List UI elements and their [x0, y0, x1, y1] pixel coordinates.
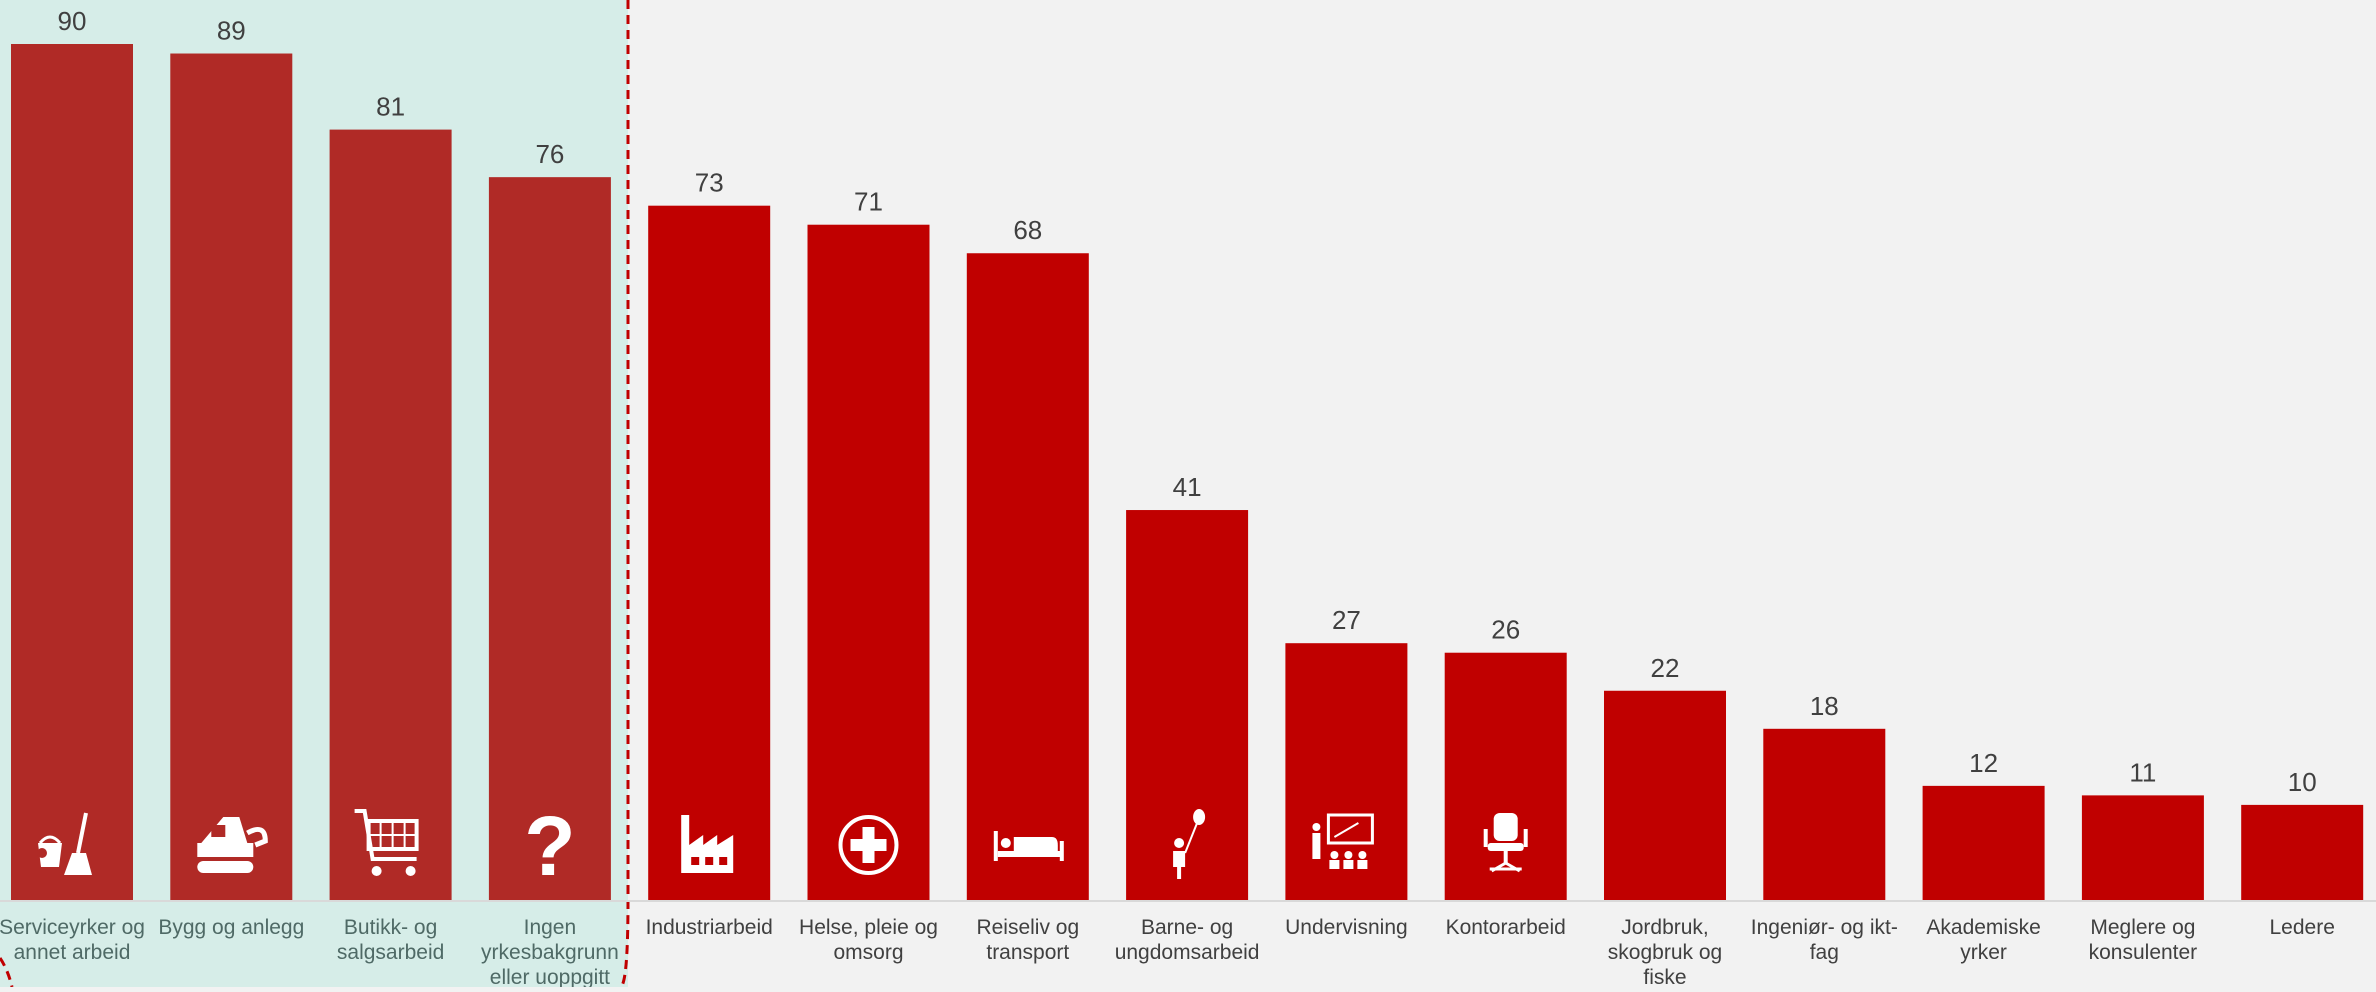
category-label: Reiseliv og transport [976, 916, 1079, 964]
bar [1763, 728, 1886, 900]
value-label: 11 [2129, 757, 2156, 787]
value-label: 76 [535, 139, 564, 169]
question-icon: ? [524, 799, 575, 893]
bar [807, 224, 930, 900]
value-label: 12 [1969, 748, 1998, 778]
category-label-line: Jordbruk, [1621, 916, 1709, 939]
category-label: Ledere [2270, 916, 2335, 939]
category-label: Kontorarbeid [1446, 916, 1566, 939]
category-label-line: Bygg og anlegg [158, 916, 304, 939]
bar [2081, 795, 2204, 900]
category-label: Industriarbeid [646, 916, 773, 939]
category-label-line: Industriarbeid [646, 916, 773, 939]
category-label-line: fag [1810, 941, 1839, 964]
category-label-line: Ledere [2270, 916, 2335, 939]
category-label-line: Ingeniør- og ikt- [1751, 916, 1898, 939]
category-label-line: Serviceyrker og [0, 916, 145, 939]
category-label-line: annet arbeid [14, 941, 131, 964]
bar [170, 53, 293, 901]
category-label-line: Akademiske [1926, 916, 2040, 939]
value-label: 81 [376, 92, 405, 122]
category-label: Ingeniør- og ikt-fag [1751, 916, 1898, 964]
category-label: Jordbruk, skogbruk og fiske [1608, 916, 1722, 987]
excavator-icon [197, 817, 268, 873]
highlight-region-corner [0, 957, 14, 988]
category-label: Barne- og ungdomsarbeid [1115, 916, 1260, 964]
bar [648, 205, 771, 900]
value-label: 18 [1810, 691, 1839, 721]
category-label-line: skogbruk og [1608, 941, 1722, 964]
cleaning-icon [37, 812, 92, 875]
category-label: Butikk- og salgsarbeid [337, 916, 444, 964]
category-label-line: Reiseliv og [976, 916, 1079, 939]
category-label: Akademiske yrker [1926, 916, 2040, 964]
category-label: Undervisning [1285, 916, 1408, 939]
category-label: Serviceyrker og annet arbeid [0, 916, 145, 964]
category-label-line: transport [986, 941, 1069, 964]
value-label: 90 [58, 6, 87, 36]
bar [1126, 510, 1249, 900]
bed-icon [993, 831, 1064, 861]
bar [2241, 804, 2364, 900]
bar [1604, 690, 1726, 900]
factory-icon [681, 815, 734, 873]
category-label-line: fiske [1643, 966, 1686, 987]
category-label: Helse, pleie og omsorg [799, 916, 938, 964]
category-label-line: Undervisning [1285, 916, 1408, 939]
medical-cross-icon [838, 815, 899, 875]
category-label-line: Barne- og [1141, 916, 1233, 939]
category-label-line: Butikk- og [344, 916, 437, 939]
bar [11, 44, 133, 900]
value-label: 41 [1173, 472, 1202, 502]
category-label-line: Helse, pleie og [799, 916, 938, 939]
category-label-line: Kontorarbeid [1446, 916, 1566, 939]
category-label-line: Ingen [524, 916, 577, 939]
value-label: 22 [1651, 653, 1680, 683]
value-label: 26 [1491, 615, 1520, 645]
value-label: 89 [217, 16, 246, 46]
category-label-line: eller uoppgitt [490, 966, 610, 987]
child-balloon-icon [1173, 809, 1206, 879]
category-label-line: konsulenter [2089, 941, 2198, 964]
office-chair-icon [1483, 813, 1528, 873]
category-label-line: salgsarbeid [337, 941, 444, 964]
category-label-line: omsorg [833, 941, 903, 964]
bar [1922, 785, 2045, 900]
category-label-line: Meglere og [2090, 916, 2195, 939]
svg-text:?: ? [524, 799, 575, 893]
category-label: Bygg og anlegg [158, 916, 304, 939]
category-label: Meglere og konsulenter [2089, 916, 2198, 964]
value-label: 73 [695, 168, 724, 198]
category-label-line: yrkesbakgrunn [481, 941, 619, 964]
category-label: Ingen yrkesbakgrunn eller uoppgitt [481, 916, 619, 987]
category-label-line: yrker [1960, 941, 2007, 964]
bar [329, 129, 452, 901]
value-label: 27 [1332, 605, 1361, 635]
bar [488, 177, 611, 901]
bar [966, 253, 1089, 900]
value-label: 71 [854, 187, 883, 217]
shopping-cart-icon [354, 809, 419, 876]
category-label-line: ungdomsarbeid [1115, 941, 1260, 964]
highlight-region-border [619, 0, 630, 989]
teacher-icon [1312, 813, 1374, 869]
value-label: 10 [2288, 767, 2317, 797]
value-label: 68 [1013, 215, 1042, 245]
